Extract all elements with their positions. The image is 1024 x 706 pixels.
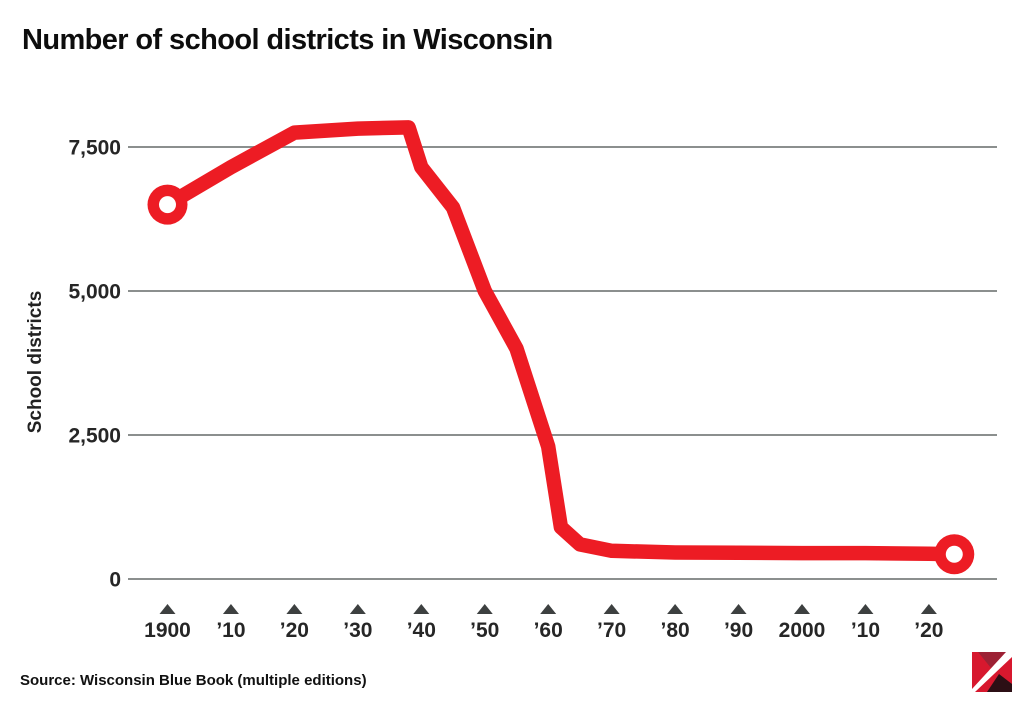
x-tick-marker-icon [857, 604, 874, 614]
x-tick-label: ’20 [914, 619, 943, 642]
x-tick-marker-icon [349, 604, 366, 614]
publisher-logo [972, 652, 1012, 692]
x-tick-label: ’40 [407, 619, 436, 642]
x-tick-label: ’90 [724, 619, 753, 642]
series-line [163, 120, 955, 562]
endpoint-marker-hole [945, 545, 963, 563]
x-tick-label: ’50 [470, 619, 499, 642]
x-tick-marker-icon [603, 604, 620, 614]
endpoint-marker-hole [159, 196, 176, 214]
x-tick-marker-icon [920, 604, 937, 614]
y-tick-label: 5,000 [68, 281, 121, 304]
x-tick-marker-icon [159, 604, 176, 614]
x-tick-marker-icon [286, 604, 303, 614]
x-tick-marker-icon [540, 604, 557, 614]
source-note: Source: Wisconsin Blue Book (multiple ed… [20, 672, 367, 689]
x-tick-label: ’70 [597, 619, 626, 642]
logo-crimson-wedge [978, 652, 1006, 668]
x-tick-marker-icon [476, 604, 493, 614]
y-axis-title: School districts [25, 291, 46, 434]
x-tick-marker-icon [794, 604, 810, 614]
logo-dark-triangle [987, 674, 1012, 692]
x-tick-marker-icon [667, 604, 684, 614]
y-tick-label: 0 [109, 569, 121, 592]
y-tick-label: 2,500 [68, 425, 121, 448]
x-tick-marker-icon [222, 604, 239, 614]
x-tick-label: 2000 [779, 619, 826, 642]
x-tick-label: ’60 [534, 619, 563, 642]
x-tick-marker-icon [413, 604, 430, 614]
y-tick-label: 7,500 [68, 137, 121, 160]
x-tick-label: 1900 [144, 619, 191, 642]
x-tick-label: ’30 [343, 619, 372, 642]
x-tick-label: ’20 [280, 619, 309, 642]
logo-slash-icon [972, 652, 1012, 692]
x-tick-label: ’10 [851, 619, 880, 642]
x-tick-label: ’80 [660, 619, 689, 642]
x-tick-marker-icon [730, 604, 747, 614]
x-tick-label: ’10 [216, 619, 245, 642]
chart-title: Number of school districts in Wisconsin [22, 24, 553, 56]
